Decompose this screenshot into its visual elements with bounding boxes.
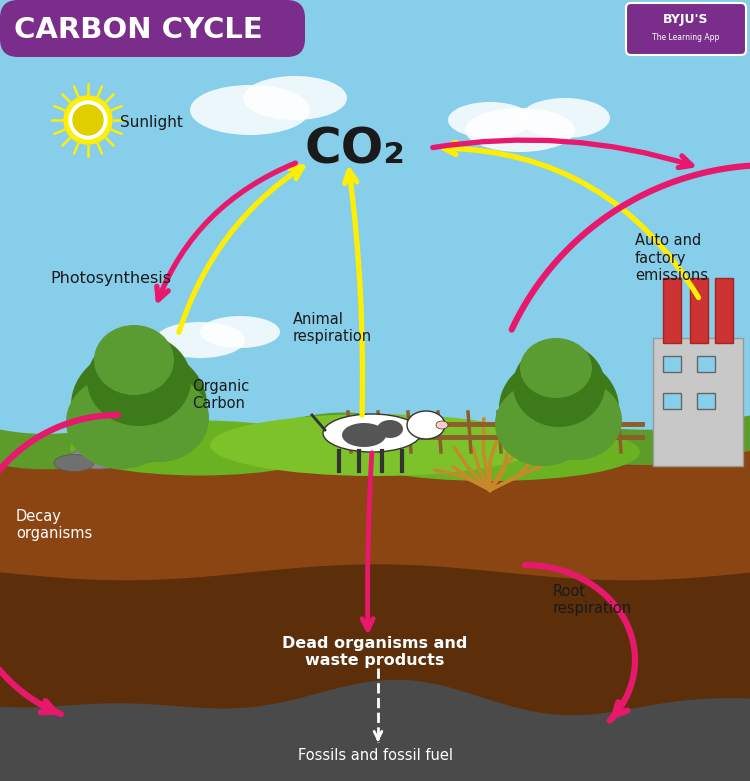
Text: CARBON CYCLE: CARBON CYCLE xyxy=(14,16,262,44)
Ellipse shape xyxy=(243,76,347,120)
Circle shape xyxy=(73,105,103,135)
Ellipse shape xyxy=(155,322,245,358)
Ellipse shape xyxy=(87,334,191,426)
FancyBboxPatch shape xyxy=(626,3,746,55)
Bar xyxy=(663,393,681,409)
Ellipse shape xyxy=(340,423,640,481)
Ellipse shape xyxy=(436,421,448,429)
Bar xyxy=(653,338,743,466)
Ellipse shape xyxy=(69,447,127,469)
Text: CO₂: CO₂ xyxy=(304,126,406,174)
Ellipse shape xyxy=(71,347,207,463)
Ellipse shape xyxy=(532,380,622,460)
Ellipse shape xyxy=(109,374,209,462)
Text: Photosynthesis: Photosynthesis xyxy=(50,270,171,286)
Ellipse shape xyxy=(495,382,591,466)
FancyBboxPatch shape xyxy=(0,0,305,57)
Ellipse shape xyxy=(448,102,532,138)
Bar xyxy=(663,278,681,343)
Ellipse shape xyxy=(377,420,403,438)
Ellipse shape xyxy=(190,85,310,135)
Text: Root
respiration: Root respiration xyxy=(553,584,632,616)
Text: BYJU'S: BYJU'S xyxy=(663,13,709,27)
Text: Auto and
factory
emissions: Auto and factory emissions xyxy=(635,233,708,283)
Text: Dead organisms and
waste products: Dead organisms and waste products xyxy=(282,636,468,669)
Text: Decay
organisms: Decay organisms xyxy=(16,508,92,541)
Ellipse shape xyxy=(66,375,176,469)
Ellipse shape xyxy=(520,338,592,398)
Ellipse shape xyxy=(499,356,619,460)
Ellipse shape xyxy=(94,325,174,395)
Text: Organic
Carbon: Organic Carbon xyxy=(192,379,249,412)
Bar xyxy=(697,356,715,372)
Ellipse shape xyxy=(407,411,445,439)
Bar xyxy=(663,356,681,372)
Ellipse shape xyxy=(513,343,605,427)
Text: Sunlight: Sunlight xyxy=(120,115,183,130)
Ellipse shape xyxy=(54,455,94,472)
Text: The Learning App: The Learning App xyxy=(652,34,720,42)
Text: Fossils and fossil fuel: Fossils and fossil fuel xyxy=(298,748,452,764)
Circle shape xyxy=(64,96,112,144)
Ellipse shape xyxy=(520,98,610,138)
Text: Animal
respiration: Animal respiration xyxy=(293,312,372,344)
Circle shape xyxy=(69,101,107,139)
Ellipse shape xyxy=(323,414,421,452)
Bar xyxy=(690,278,708,343)
Ellipse shape xyxy=(70,420,330,476)
Ellipse shape xyxy=(342,423,386,447)
Bar xyxy=(715,278,733,343)
Ellipse shape xyxy=(210,414,540,476)
Ellipse shape xyxy=(465,108,575,152)
Ellipse shape xyxy=(200,316,280,348)
Bar xyxy=(697,393,715,409)
